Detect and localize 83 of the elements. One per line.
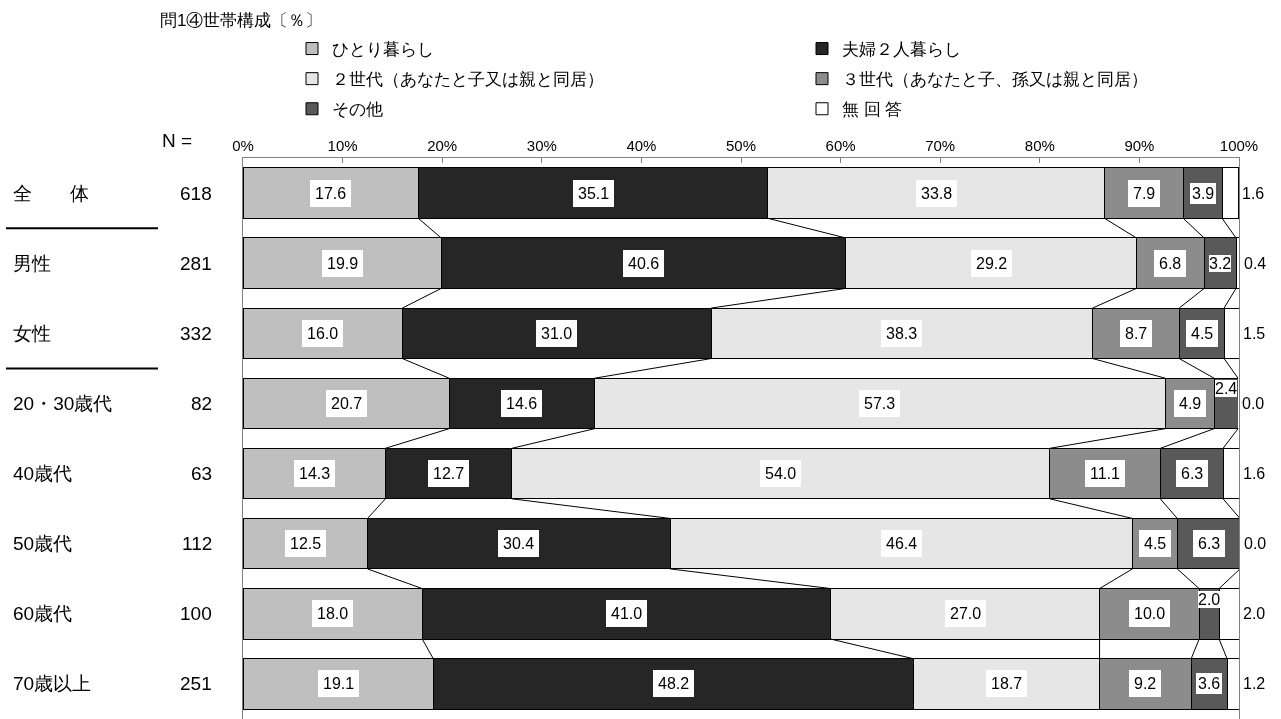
- legend-label: 無 回 答: [842, 100, 903, 120]
- data-label: 6.3: [1198, 535, 1221, 552]
- data-label: 10.0: [1134, 605, 1166, 622]
- data-label: 2.0: [1198, 591, 1221, 608]
- data-label: 46.4: [886, 535, 918, 552]
- data-label: 12.5: [290, 535, 322, 552]
- data-label: 35.1: [578, 185, 610, 202]
- data-label: 19.1: [323, 675, 355, 692]
- data-label: 18.0: [317, 605, 349, 622]
- data-label: 1.6: [1243, 465, 1266, 482]
- data-label: 8.7: [1125, 325, 1148, 342]
- data-label: 20.7: [331, 395, 363, 412]
- data-label: 2.4: [1215, 380, 1238, 397]
- y2-tick-label: 281: [180, 253, 212, 274]
- data-label: 1.5: [1243, 325, 1266, 342]
- data-label: 38.3: [886, 325, 918, 342]
- data-label: 41.0: [611, 605, 643, 622]
- data-label: 30.4: [503, 535, 535, 552]
- data-label: 33.8: [921, 185, 953, 202]
- chart-title: 問1④世帯構成〔％〕: [160, 10, 323, 30]
- y-tick-label: 50歳代: [13, 533, 73, 554]
- data-label: 3.9: [1192, 185, 1215, 202]
- data-label: 6.8: [1159, 255, 1182, 272]
- x-tick-label: 40%: [626, 137, 657, 154]
- data-label: 17.6: [315, 185, 347, 202]
- text: N =: [162, 130, 193, 151]
- data-label: 40.6: [628, 255, 660, 272]
- data-label: 31.0: [541, 325, 573, 342]
- y-tick-label: 全 体: [13, 183, 89, 204]
- data-label: 29.2: [976, 255, 1008, 272]
- data-label: 1.2: [1243, 675, 1266, 692]
- data-label: 54.0: [765, 465, 797, 482]
- y-tick-label: 70歳以上: [13, 673, 92, 694]
- data-label: 4.5: [1191, 325, 1214, 342]
- data-label: 27.0: [950, 605, 982, 622]
- y2-tick-label: 82: [191, 393, 213, 414]
- data-label: 12.7: [433, 465, 465, 482]
- data-label: 3.6: [1198, 675, 1221, 692]
- x-tick-label: 70%: [925, 137, 956, 154]
- data-label: 3.2: [1209, 255, 1232, 272]
- data-label: 19.9: [327, 255, 359, 272]
- x-tick-label: 80%: [1024, 137, 1055, 154]
- data-label: 6.3: [1181, 465, 1204, 482]
- data-label: 18.7: [991, 675, 1023, 692]
- data-label: 0.0: [1244, 535, 1267, 552]
- legend-label: 夫婦２人暮らし: [842, 40, 961, 60]
- legend-label: ひとり暮らし: [332, 40, 434, 60]
- legend-label: ２世代（あなたと子又は親と同居）: [332, 70, 604, 90]
- data-label: 14.6: [506, 395, 538, 412]
- y-tick-label: 40歳代: [13, 463, 73, 484]
- x-tick-label: 100%: [1219, 137, 1259, 154]
- data-label: 7.9: [1133, 185, 1156, 202]
- y-tick-label: 20・30歳代: [13, 393, 113, 414]
- data-label: 4.5: [1144, 535, 1167, 552]
- x-tick-label: 30%: [526, 137, 557, 154]
- y2-tick-label: 251: [180, 673, 212, 694]
- data-label: 4.9: [1179, 395, 1202, 412]
- data-label: 1.6: [1242, 185, 1265, 202]
- x-tick-label: 20%: [427, 137, 458, 154]
- y2-tick-label: 332: [180, 323, 212, 344]
- data-label: 0.0: [1242, 395, 1265, 412]
- x-tick-label: 90%: [1124, 137, 1155, 154]
- y2-tick-label: 112: [182, 533, 213, 554]
- y-tick-label: 男性: [13, 253, 51, 274]
- y-tick-label: 女性: [13, 323, 51, 344]
- data-label: 11.1: [1090, 465, 1121, 482]
- data-label: 2.0: [1243, 605, 1266, 622]
- data-label: 0.4: [1244, 255, 1267, 272]
- data-label: 14.3: [299, 465, 331, 482]
- data-label: 9.2: [1134, 675, 1157, 692]
- y2-tick-label: 100: [180, 603, 212, 624]
- y2-tick-label: 618: [180, 183, 212, 204]
- x-tick-label: 50%: [725, 137, 757, 154]
- data-label: 57.3: [864, 395, 896, 412]
- y-tick-label: 60歳代: [13, 603, 73, 624]
- data-label: 48.2: [658, 675, 690, 692]
- data-label: 16.0: [307, 325, 339, 342]
- y2-tick-label: 63: [191, 463, 213, 484]
- x-tick-label: 60%: [825, 137, 856, 154]
- x-tick-label: 0%: [232, 137, 254, 154]
- legend-label: ３世代（あなたと子、孫又は親と同居）: [842, 70, 1148, 90]
- x-tick-label: 10%: [327, 137, 358, 154]
- legend-label: その他: [332, 100, 383, 120]
